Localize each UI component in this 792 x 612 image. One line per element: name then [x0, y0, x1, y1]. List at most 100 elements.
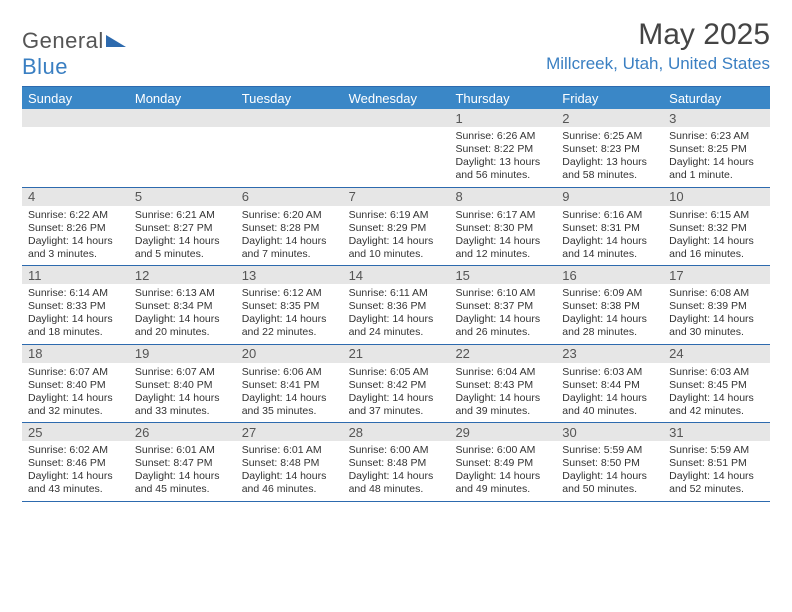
sunset: Sunset: 8:27 PM: [135, 222, 230, 235]
daylight: Daylight: 14 hours and 43 minutes.: [28, 470, 123, 496]
sunset: Sunset: 8:38 PM: [562, 300, 657, 313]
day-cell: 4Sunrise: 6:22 AMSunset: 8:26 PMDaylight…: [22, 188, 129, 266]
day-cell: 19Sunrise: 6:07 AMSunset: 8:40 PMDayligh…: [129, 345, 236, 423]
daylight: Daylight: 14 hours and 39 minutes.: [455, 392, 550, 418]
day-number: [129, 109, 236, 127]
day-body: Sunrise: 6:16 AMSunset: 8:31 PMDaylight:…: [556, 206, 663, 266]
title-block: May 2025 Millcreek, Utah, United States: [546, 18, 770, 80]
daylight: Daylight: 14 hours and 18 minutes.: [28, 313, 123, 339]
day-cell: 9Sunrise: 6:16 AMSunset: 8:31 PMDaylight…: [556, 188, 663, 266]
daylight: Daylight: 13 hours and 56 minutes.: [455, 156, 550, 182]
sunrise: Sunrise: 6:19 AM: [349, 209, 444, 222]
day-body: Sunrise: 6:20 AMSunset: 8:28 PMDaylight:…: [236, 206, 343, 266]
dow-thursday: Thursday: [449, 91, 556, 106]
sunset: Sunset: 8:51 PM: [669, 457, 764, 470]
day-cell: 28Sunrise: 6:00 AMSunset: 8:48 PMDayligh…: [343, 423, 450, 501]
sunrise: Sunrise: 6:12 AM: [242, 287, 337, 300]
day-body: Sunrise: 6:01 AMSunset: 8:48 PMDaylight:…: [236, 441, 343, 501]
day-number: 20: [236, 345, 343, 363]
sunset: Sunset: 8:30 PM: [455, 222, 550, 235]
day-cell: 8Sunrise: 6:17 AMSunset: 8:30 PMDaylight…: [449, 188, 556, 266]
daylight: Daylight: 14 hours and 49 minutes.: [455, 470, 550, 496]
day-cell: 31Sunrise: 5:59 AMSunset: 8:51 PMDayligh…: [663, 423, 770, 501]
logo-text: General Blue: [22, 28, 126, 80]
day-number: 26: [129, 423, 236, 441]
day-cell: 13Sunrise: 6:12 AMSunset: 8:35 PMDayligh…: [236, 266, 343, 344]
sunset: Sunset: 8:50 PM: [562, 457, 657, 470]
sunrise: Sunrise: 6:26 AM: [455, 130, 550, 143]
day-body: Sunrise: 6:06 AMSunset: 8:41 PMDaylight:…: [236, 363, 343, 423]
sunrise: Sunrise: 6:21 AM: [135, 209, 230, 222]
daylight: Daylight: 14 hours and 10 minutes.: [349, 235, 444, 261]
day-body: Sunrise: 6:04 AMSunset: 8:43 PMDaylight:…: [449, 363, 556, 423]
logo-text-part1: General: [22, 28, 104, 53]
day-body: [343, 127, 450, 185]
day-number: 31: [663, 423, 770, 441]
day-number: 3: [663, 109, 770, 127]
day-body: Sunrise: 6:19 AMSunset: 8:29 PMDaylight:…: [343, 206, 450, 266]
day-cell: 30Sunrise: 5:59 AMSunset: 8:50 PMDayligh…: [556, 423, 663, 501]
day-body: [22, 127, 129, 185]
day-body: [129, 127, 236, 185]
logo: General Blue: [22, 28, 126, 80]
day-body: Sunrise: 6:03 AMSunset: 8:45 PMDaylight:…: [663, 363, 770, 423]
day-body: Sunrise: 6:17 AMSunset: 8:30 PMDaylight:…: [449, 206, 556, 266]
sunrise: Sunrise: 6:07 AM: [135, 366, 230, 379]
sunset: Sunset: 8:37 PM: [455, 300, 550, 313]
sunset: Sunset: 8:34 PM: [135, 300, 230, 313]
day-number: 15: [449, 266, 556, 284]
sunset: Sunset: 8:25 PM: [669, 143, 764, 156]
day-cell: 2Sunrise: 6:25 AMSunset: 8:23 PMDaylight…: [556, 109, 663, 187]
day-number: 7: [343, 188, 450, 206]
dow-monday: Monday: [129, 91, 236, 106]
day-number: [236, 109, 343, 127]
sunrise: Sunrise: 5:59 AM: [669, 444, 764, 457]
day-cell: 21Sunrise: 6:05 AMSunset: 8:42 PMDayligh…: [343, 345, 450, 423]
location: Millcreek, Utah, United States: [546, 54, 770, 74]
week-row: 1Sunrise: 6:26 AMSunset: 8:22 PMDaylight…: [22, 109, 770, 188]
day-body: Sunrise: 6:12 AMSunset: 8:35 PMDaylight:…: [236, 284, 343, 344]
day-body: Sunrise: 6:09 AMSunset: 8:38 PMDaylight:…: [556, 284, 663, 344]
sunset: Sunset: 8:28 PM: [242, 222, 337, 235]
day-number: 29: [449, 423, 556, 441]
day-cell: 12Sunrise: 6:13 AMSunset: 8:34 PMDayligh…: [129, 266, 236, 344]
day-number: 1: [449, 109, 556, 127]
day-cell: 14Sunrise: 6:11 AMSunset: 8:36 PMDayligh…: [343, 266, 450, 344]
daylight: Daylight: 14 hours and 1 minute.: [669, 156, 764, 182]
sunrise: Sunrise: 6:03 AM: [562, 366, 657, 379]
day-cell: 25Sunrise: 6:02 AMSunset: 8:46 PMDayligh…: [22, 423, 129, 501]
day-body: Sunrise: 6:11 AMSunset: 8:36 PMDaylight:…: [343, 284, 450, 344]
day-number: 9: [556, 188, 663, 206]
day-body: Sunrise: 6:13 AMSunset: 8:34 PMDaylight:…: [129, 284, 236, 344]
day-cell: 5Sunrise: 6:21 AMSunset: 8:27 PMDaylight…: [129, 188, 236, 266]
week-row: 4Sunrise: 6:22 AMSunset: 8:26 PMDaylight…: [22, 188, 770, 267]
calendar-grid: 1Sunrise: 6:26 AMSunset: 8:22 PMDaylight…: [22, 109, 770, 502]
daylight: Daylight: 14 hours and 12 minutes.: [455, 235, 550, 261]
day-body: Sunrise: 6:08 AMSunset: 8:39 PMDaylight:…: [663, 284, 770, 344]
day-cell: 29Sunrise: 6:00 AMSunset: 8:49 PMDayligh…: [449, 423, 556, 501]
day-cell: 6Sunrise: 6:20 AMSunset: 8:28 PMDaylight…: [236, 188, 343, 266]
day-body: Sunrise: 6:22 AMSunset: 8:26 PMDaylight:…: [22, 206, 129, 266]
sunrise: Sunrise: 6:20 AM: [242, 209, 337, 222]
daylight: Daylight: 14 hours and 22 minutes.: [242, 313, 337, 339]
logo-text-part2: Blue: [22, 54, 68, 79]
day-number: 22: [449, 345, 556, 363]
sunrise: Sunrise: 6:03 AM: [669, 366, 764, 379]
daylight: Daylight: 14 hours and 14 minutes.: [562, 235, 657, 261]
day-number: 17: [663, 266, 770, 284]
day-cell: 15Sunrise: 6:10 AMSunset: 8:37 PMDayligh…: [449, 266, 556, 344]
dow-wednesday: Wednesday: [343, 91, 450, 106]
sunrise: Sunrise: 6:17 AM: [455, 209, 550, 222]
day-cell: 20Sunrise: 6:06 AMSunset: 8:41 PMDayligh…: [236, 345, 343, 423]
sunset: Sunset: 8:41 PM: [242, 379, 337, 392]
day-number: 13: [236, 266, 343, 284]
daylight: Daylight: 14 hours and 35 minutes.: [242, 392, 337, 418]
sunset: Sunset: 8:43 PM: [455, 379, 550, 392]
daylight: Daylight: 14 hours and 28 minutes.: [562, 313, 657, 339]
day-number: 8: [449, 188, 556, 206]
sunrise: Sunrise: 6:13 AM: [135, 287, 230, 300]
sunset: Sunset: 8:32 PM: [669, 222, 764, 235]
day-cell: 10Sunrise: 6:15 AMSunset: 8:32 PMDayligh…: [663, 188, 770, 266]
sunset: Sunset: 8:48 PM: [242, 457, 337, 470]
dow-sunday: Sunday: [22, 91, 129, 106]
